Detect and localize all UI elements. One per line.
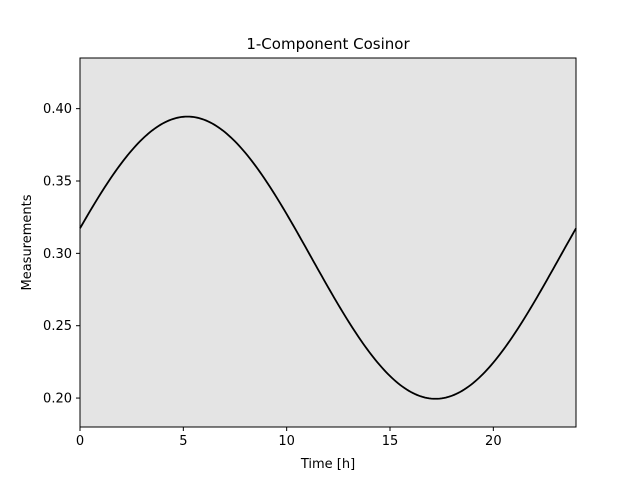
x-axis: 0 5 10 15 20 bbox=[76, 427, 502, 449]
plot-frame bbox=[79, 57, 577, 428]
x-tick-label: 10 bbox=[278, 434, 295, 449]
x-tick-label: 0 bbox=[76, 434, 84, 449]
x-axis-label: Time [h] bbox=[300, 457, 355, 472]
y-tick-label: 0.30 bbox=[43, 247, 72, 262]
x-tick-label: 15 bbox=[382, 434, 399, 449]
x-tick-label: 20 bbox=[485, 434, 502, 449]
plot-area bbox=[80, 58, 576, 427]
chart-title: 1-Component Cosinor bbox=[246, 35, 410, 53]
y-tick-label: 0.25 bbox=[43, 319, 72, 334]
y-tick-label: 0.20 bbox=[43, 392, 72, 407]
series-layer bbox=[79, 115, 577, 400]
y-axis-label: Measurements bbox=[20, 194, 35, 290]
y-tick-label: 0.35 bbox=[43, 175, 72, 190]
series-line-0 bbox=[79, 115, 577, 400]
x-tick-label: 5 bbox=[179, 434, 187, 449]
y-axis: 0.20 0.25 0.30 0.35 0.40 bbox=[43, 102, 80, 407]
y-tick-label: 0.40 bbox=[43, 102, 72, 117]
